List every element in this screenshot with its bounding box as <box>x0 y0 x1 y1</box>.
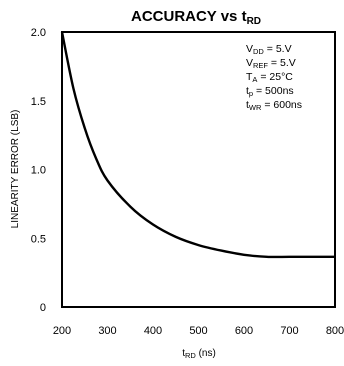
condition-vdd-rest: = 5.V <box>264 43 292 55</box>
test-conditions: VDD = 5.V VREF = 5.V TA = 25°C tp = 500n… <box>246 43 302 112</box>
x-tick-label: 300 <box>98 325 116 337</box>
condition-twr-sub: WR <box>249 103 262 112</box>
x-tick-label: 800 <box>326 325 344 337</box>
x-tick-label: 400 <box>144 325 162 337</box>
condition-vdd-base: V <box>246 43 253 55</box>
condition-vdd: VDD = 5.V <box>246 43 292 56</box>
condition-vref-sub: REF <box>253 61 268 70</box>
plot-frame <box>61 31 336 308</box>
condition-vref: VREF = 5.V <box>246 57 296 70</box>
x-tick-label: 700 <box>280 325 298 337</box>
series-group <box>60 31 335 259</box>
y-axis-label: LINEARITY ERROR (LSB) <box>10 110 21 229</box>
condition-ta-base: T <box>246 71 253 83</box>
x-tick-label: 600 <box>235 325 253 337</box>
x-axis-label-suffix: (ns) <box>196 348 216 359</box>
condition-tp-sub: p <box>249 89 253 98</box>
condition-vref-rest: = 5.V <box>268 57 296 69</box>
x-axis-label: tRD (ns) <box>182 348 216 360</box>
x-axis-ticks: 200 300 400 500 600 700 800 <box>53 325 344 337</box>
chart-title: ACCURACY vs tRD <box>131 8 261 27</box>
x-tick-label: 500 <box>189 325 207 337</box>
condition-ta-sub: A <box>252 75 257 84</box>
x-axis-label-sub: RD <box>185 351 196 360</box>
y-axis-ticks: 2.0 1.5 1.0 0.5 0 <box>31 27 46 314</box>
condition-twr-base: t <box>246 99 249 111</box>
chart-title-sub: RD <box>247 16 261 27</box>
y-tick-label: 1.0 <box>31 165 46 177</box>
condition-twr: tWR = 600ns <box>246 99 302 112</box>
condition-tp-rest: = 500ns <box>253 85 294 97</box>
y-tick-label: 2.0 <box>31 27 46 39</box>
x-tick-label: 200 <box>53 325 71 337</box>
y-tick-label: 1.5 <box>31 96 46 108</box>
condition-tp: tp = 500ns <box>246 85 294 98</box>
condition-ta: TA = 25°C <box>246 71 293 84</box>
chart-title-main: ACCURACY vs t <box>131 8 247 25</box>
condition-ta-rest: = 25°C <box>257 71 293 83</box>
condition-twr-rest: = 600ns <box>261 99 302 111</box>
x-axis-label-base: t <box>182 348 185 359</box>
condition-vref-base: V <box>246 57 253 69</box>
condition-tp-base: t <box>246 85 249 97</box>
y-tick-label: 0 <box>40 302 46 314</box>
y-tick-label: 0.5 <box>31 233 46 245</box>
series-line <box>60 31 335 259</box>
condition-vdd-sub: DD <box>253 47 264 56</box>
